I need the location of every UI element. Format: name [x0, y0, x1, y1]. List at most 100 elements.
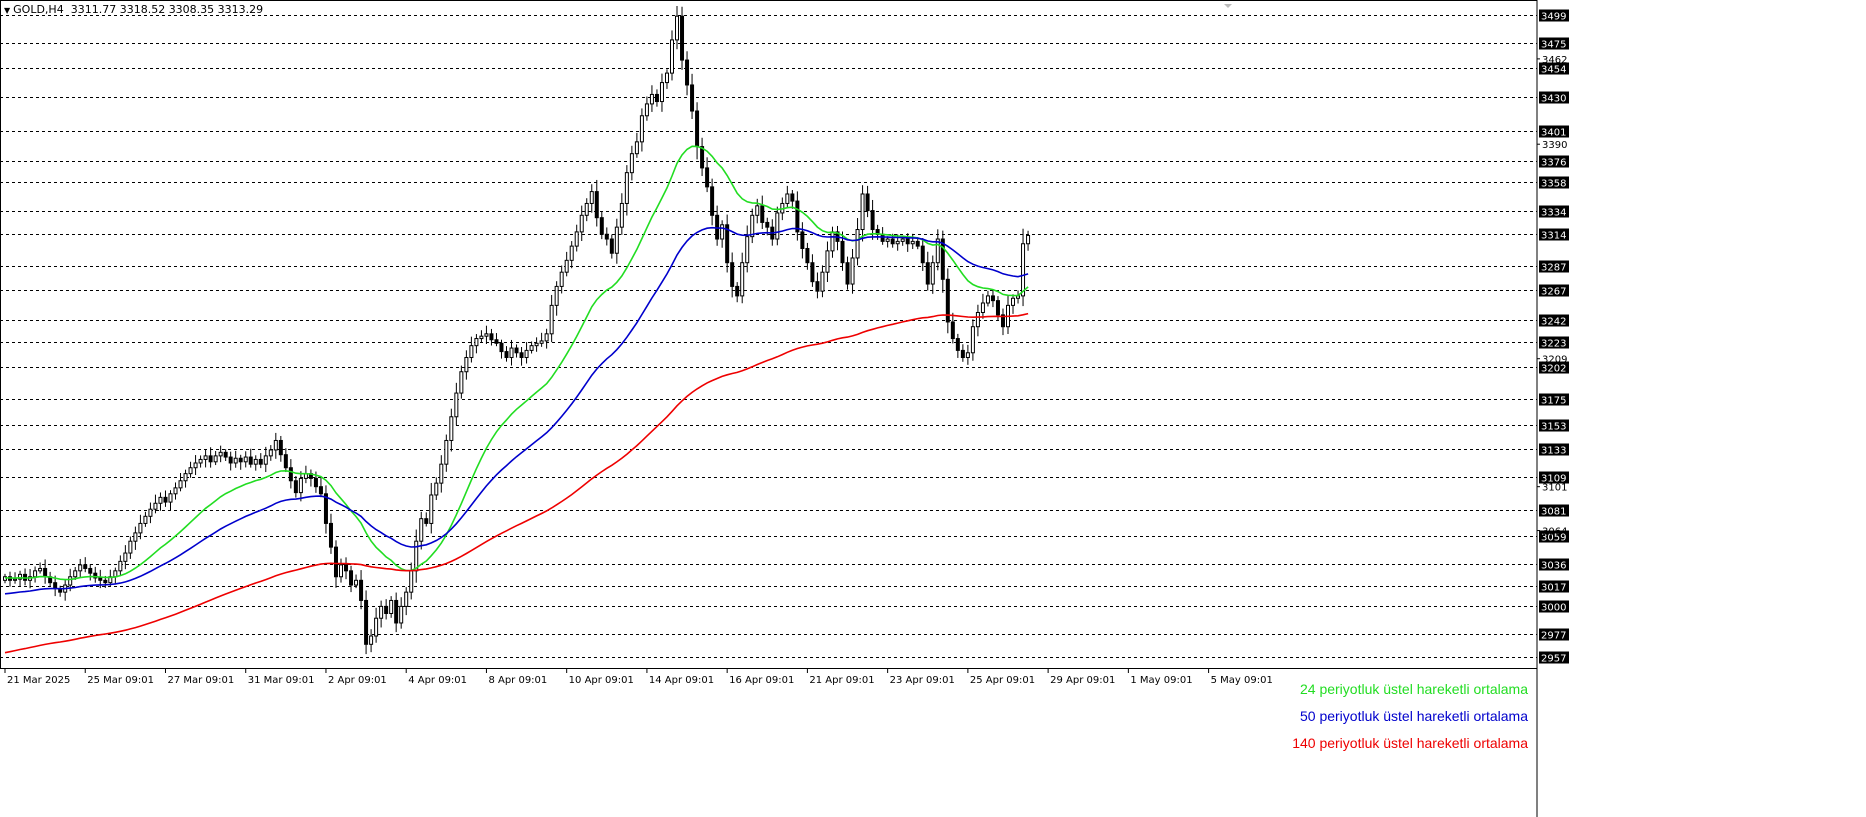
candle-body-bull: [173, 487, 178, 495]
candle-body-bear: [715, 214, 720, 240]
price-box-2977: [1539, 628, 1569, 641]
legend-ema-140: 140 periyotluk üstel hareketli ortalama: [1292, 735, 1528, 751]
candle: [163, 490, 168, 507]
candle-body-bear: [735, 285, 740, 297]
price-small-label-3462: 3462: [1542, 55, 1567, 66]
candle: [539, 332, 544, 347]
candle-body-bear: [950, 321, 955, 340]
candle-body-bear: [845, 262, 850, 285]
candle: [564, 251, 569, 277]
candle-body-bull: [178, 480, 183, 489]
candle: [559, 265, 564, 294]
price-box-3401: [1539, 125, 1569, 138]
price-small-label-3101: 3101: [1542, 483, 1567, 494]
candle-body-bear: [83, 564, 88, 569]
price-label-3499: 3499: [1541, 12, 1566, 23]
plot-frame: [0, 0, 1538, 669]
candle-body-bull: [910, 240, 915, 245]
candle: [394, 592, 399, 633]
candle-body-bull: [138, 522, 143, 534]
price-label-2977: 2977: [1541, 631, 1566, 642]
candle: [384, 599, 389, 620]
candle-body-bear: [795, 200, 800, 233]
candle-body-bull: [649, 93, 654, 105]
price-label-3223: 3223: [1541, 339, 1566, 350]
candle-body-bear: [710, 186, 715, 216]
candle: [308, 469, 313, 487]
candle-body-bull: [434, 482, 439, 496]
candle: [629, 145, 634, 181]
candle-body-bull: [584, 202, 589, 216]
price-label-3000: 3000: [1541, 603, 1566, 614]
shift-marker-icon[interactable]: [1224, 4, 1232, 8]
candle-body-bull: [213, 455, 218, 463]
candle-body-bull: [429, 494, 434, 524]
candle-body-bull: [68, 576, 73, 586]
candle: [479, 330, 484, 343]
candle: [654, 89, 659, 107]
candle: [805, 242, 810, 270]
price-label-3175: 3175: [1541, 396, 1566, 407]
candle-body-bull: [148, 508, 153, 517]
candle-body-bull: [218, 451, 223, 457]
candle: [128, 536, 133, 559]
candle-body-bear: [990, 295, 995, 302]
price-label-3242: 3242: [1541, 317, 1566, 328]
candle-body-bear: [890, 238, 895, 245]
candle-body-bear: [489, 333, 494, 341]
candle-body-bull: [524, 349, 529, 359]
candle: [710, 178, 715, 226]
candle-body-bear: [920, 245, 925, 264]
price-label-2957: 2957: [1541, 654, 1566, 665]
candle-body-bear: [293, 480, 298, 494]
candle: [1000, 308, 1005, 336]
candle: [990, 289, 995, 308]
candle: [955, 333, 960, 358]
candle: [228, 451, 233, 471]
candle-body-bull: [469, 345, 474, 359]
price-label-3401: 3401: [1541, 128, 1566, 139]
candle-body-bear: [288, 467, 293, 482]
candle: [318, 477, 323, 498]
candle-body-bull: [675, 15, 680, 41]
candle-body-bear: [810, 262, 815, 283]
candle: [23, 568, 28, 586]
candle-body-bull: [479, 335, 484, 340]
candle-body-bull: [935, 238, 940, 264]
candle: [359, 570, 364, 610]
candle: [589, 184, 594, 213]
candle: [203, 449, 208, 468]
candle-body-bull: [589, 191, 594, 204]
candle-body-bear: [278, 439, 283, 456]
candle-body-bull: [564, 259, 569, 273]
candle-body-bear: [700, 146, 705, 169]
candle-body-bear: [880, 233, 885, 242]
candle-body-bull: [454, 392, 459, 418]
candle: [920, 238, 925, 271]
candle: [424, 512, 429, 527]
candle-body-bear: [228, 456, 233, 464]
candle: [88, 564, 93, 581]
candle-body-bear: [163, 496, 168, 503]
candle: [78, 558, 83, 578]
chevron-down-icon[interactable]: ▼: [4, 6, 11, 15]
candle: [524, 342, 529, 364]
candle-body-bull: [183, 473, 188, 482]
candle-body-bull: [449, 416, 454, 441]
candle-body-bear: [514, 347, 519, 354]
candle-body-bear: [504, 351, 509, 359]
candle-body-bull: [965, 352, 970, 359]
price-small-label-3209: 3209: [1542, 355, 1567, 366]
candle-body-bear: [680, 15, 685, 61]
candle: [775, 206, 780, 246]
candle: [549, 294, 554, 343]
ema-50-line: [4, 226, 1029, 595]
price-box-3430: [1539, 91, 1569, 104]
candle: [283, 448, 288, 473]
candle: [1016, 290, 1021, 304]
candle-body-bear: [103, 579, 108, 584]
price-box-3036: [1539, 558, 1569, 571]
price-box-3454: [1539, 62, 1569, 75]
candle-body-bull: [444, 439, 449, 465]
